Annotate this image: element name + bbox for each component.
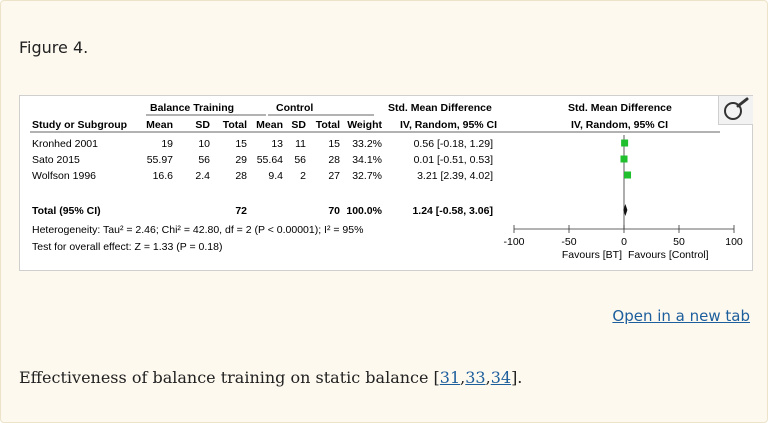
table-row: Wolfson 1996 16.6 2.4 28 9.4 2 27 32.7% …: [32, 170, 493, 182]
table-row: Sato 2015 55.97 56 29 55.64 56 28 34.1% …: [32, 154, 493, 166]
cell-ci: 0.56 [-0.18, 1.29]: [414, 138, 493, 150]
overall-effect-text: Test for overall effect: Z = 1.33 (P = 0…: [32, 241, 222, 253]
cell-study: Wolfson 1996: [32, 170, 96, 182]
pooled-diamond: [623, 204, 628, 216]
open-in-new-tab-link[interactable]: Open in a new tab: [612, 307, 750, 325]
cell-sd1: 56: [198, 154, 210, 166]
total-row: Total (95% CI) 72 70 100.0% 1.24 [-0.58,…: [32, 205, 493, 217]
header-control: Control: [276, 102, 313, 114]
heterogeneity-text: Heterogeneity: Tau² = 2.46; Chi² = 42.80…: [32, 224, 363, 236]
cell-study: Kronhed 2001: [32, 138, 98, 150]
cell-sd1: 2.4: [195, 170, 210, 182]
cell-study: Sato 2015: [32, 154, 80, 166]
col-ci-plot: IV, Random, 95% CI: [571, 119, 668, 131]
col-mean1: Mean: [146, 119, 173, 131]
study-point: [624, 171, 632, 179]
header-balance-training: Balance Training: [150, 102, 234, 114]
x-tick-label: -50: [561, 236, 576, 248]
reference-link[interactable]: 31: [439, 368, 461, 387]
cell-total2: 28: [328, 154, 340, 166]
total-weight: 100.0%: [346, 205, 382, 217]
cell-sd2: 11: [295, 138, 306, 150]
cell-mean1: 19: [161, 138, 173, 150]
cell-sd1: 10: [198, 138, 210, 150]
total-bt: 72: [235, 205, 247, 217]
cell-total2: 27: [328, 170, 340, 182]
magnifier-icon: [724, 97, 749, 120]
figure-caption: Effectiveness of balance training on sta…: [19, 368, 522, 387]
cell-ci: 0.01 [-0.51, 0.53]: [414, 154, 493, 166]
ref-separator: ,: [485, 368, 491, 387]
col-ci: IV, Random, 95% CI: [400, 119, 497, 131]
total-label: Total (95% CI): [32, 205, 101, 217]
cell-mean2: 9.4: [268, 170, 283, 182]
cell-weight: 32.7%: [352, 170, 382, 182]
cell-mean1: 55.97: [147, 154, 173, 166]
header-smd: Std. Mean Difference: [388, 102, 492, 114]
favours-bt-label: Favours [BT]: [562, 249, 622, 261]
cell-sd2: 2: [300, 170, 306, 182]
cell-mean2: 55.64: [257, 154, 283, 166]
col-weight: Weight: [347, 119, 382, 131]
x-tick-label: 50: [673, 236, 685, 248]
col-study: Study or Subgroup: [32, 119, 127, 131]
col-sd1: SD: [195, 119, 210, 131]
study-point: [620, 155, 628, 163]
study-point: [621, 139, 629, 147]
col-total1: Total: [223, 119, 247, 131]
cell-mean1: 16.6: [153, 170, 174, 182]
cell-total1: 29: [235, 154, 247, 166]
caption-text: Effectiveness of balance training on sta…: [19, 368, 440, 387]
col-mean2: Mean: [256, 119, 283, 131]
col-sd2: SD: [291, 119, 306, 131]
forest-plot-figure[interactable]: Balance Training Control Std. Mean Diffe…: [19, 95, 753, 271]
ref-separator: ,: [460, 368, 466, 387]
cell-total2: 15: [328, 138, 340, 150]
cell-total1: 28: [235, 170, 247, 182]
caption-end: ].: [511, 368, 523, 387]
forest-plot: Balance Training Control Std. Mean Diffe…: [30, 102, 743, 261]
col-total2: Total: [316, 119, 340, 131]
cell-sd2: 56: [294, 154, 306, 166]
cell-mean2: 13: [271, 138, 283, 150]
x-tick-label: 100: [725, 236, 743, 248]
table-row: Kronhed 2001 19 10 15 13 11 15 33.2% 0.5…: [32, 138, 493, 150]
total-control: 70: [328, 205, 340, 217]
x-tick-label: -100: [503, 236, 524, 248]
total-ci: 1.24 [-0.58, 3.06]: [412, 205, 493, 217]
header-smd-plot: Std. Mean Difference: [568, 102, 672, 114]
reference-link[interactable]: 33: [465, 368, 486, 387]
reference-link[interactable]: 34: [490, 368, 512, 387]
cell-total1: 15: [235, 138, 247, 150]
x-tick-label: 0: [621, 236, 627, 248]
cell-weight: 33.2%: [352, 138, 382, 150]
cell-ci: 3.21 [2.39, 4.02]: [417, 170, 493, 182]
plot-area: -100 -50 0 50 100: [503, 135, 743, 248]
cell-weight: 34.1%: [352, 154, 382, 166]
zoom-figure-button[interactable]: [718, 96, 753, 125]
figure-label: Figure 4.: [19, 38, 89, 57]
favours-control-label: Favours [Control]: [628, 249, 709, 261]
